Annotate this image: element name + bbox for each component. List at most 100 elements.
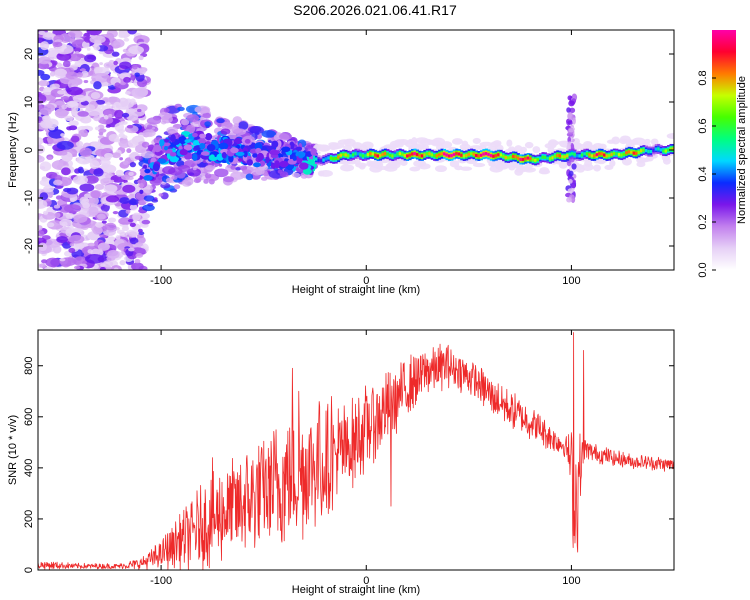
scatter-blob [141, 150, 155, 159]
snr-axes: -100 0 100 0 200 400 600 800 [23, 330, 674, 587]
ridge-core [479, 153, 483, 157]
noise-blob [54, 68, 68, 79]
noise-blob [48, 126, 55, 131]
noise-blob [104, 152, 114, 159]
ridge-blob [169, 152, 177, 157]
ridge-blob [205, 141, 211, 145]
y-tick-label: -10 [23, 190, 35, 206]
noise-blob [118, 32, 125, 38]
ridge-core [319, 159, 323, 163]
noise-blob [45, 257, 60, 268]
ridge-blob [209, 154, 215, 160]
noise-blob [93, 168, 104, 177]
noise-blob [73, 256, 88, 267]
ridge-core [647, 149, 651, 154]
noise-blob [56, 236, 68, 243]
ridge-core [578, 154, 582, 158]
halo-blob [343, 138, 356, 147]
noise-blob [38, 198, 42, 202]
spectrogram-x-label: Height of straight line (km) [292, 284, 420, 296]
noise-blob [121, 112, 130, 118]
noise-blob [38, 155, 43, 160]
spike-blob [571, 163, 577, 170]
halo-blob [495, 162, 509, 170]
ridge-core [344, 153, 348, 157]
noise-blob [57, 90, 66, 95]
ridge-core [551, 156, 555, 160]
ridge-core [627, 150, 631, 154]
noise-blob [126, 148, 132, 154]
ridge-core [408, 153, 412, 157]
noise-blob [94, 126, 100, 131]
scatter-blob [163, 107, 170, 113]
halo-blob [645, 155, 654, 162]
ridge-blob [298, 162, 309, 170]
ridge-blob [200, 151, 210, 156]
halo-blob [330, 142, 345, 149]
noise-blob [129, 237, 139, 245]
noise-blob [38, 30, 46, 36]
ridge-blob [179, 149, 188, 156]
noise-blob [105, 124, 111, 128]
noise-blob [65, 71, 79, 80]
noise-blob [39, 119, 53, 129]
ridge-core [625, 151, 629, 155]
ridge-core [529, 156, 533, 161]
ridge-core [561, 155, 565, 159]
halo-blob [366, 160, 374, 167]
noise-blob [65, 212, 75, 220]
halo-blob [399, 159, 408, 166]
ridge-core [502, 154, 506, 158]
ridge-core [598, 152, 602, 156]
noise-blob [56, 140, 74, 150]
halo-blob [479, 141, 493, 147]
noise-blob [132, 212, 141, 221]
noise-blob [123, 37, 130, 42]
noise-blob [127, 139, 139, 148]
scatter-blob [261, 130, 277, 138]
ridge-blob [269, 150, 280, 156]
ridge-core [558, 154, 562, 158]
scatter-blob [143, 195, 155, 202]
ridge-blob [281, 146, 291, 153]
ridge-core [499, 153, 503, 157]
x-tick-label: 100 [562, 275, 580, 287]
scatter-blob [278, 132, 293, 140]
scatter-blob [242, 169, 252, 175]
spike-blob [567, 120, 574, 125]
ridge-blob [256, 152, 264, 161]
ridge-core [600, 152, 604, 156]
ridge-core [671, 147, 674, 151]
ridge-core [361, 154, 365, 158]
ridge-core [595, 153, 599, 157]
halo-blob [355, 162, 367, 168]
halo-blob [524, 141, 534, 149]
colorbar: 0.0 0.2 0.4 0.6 0.8 Normalized spectral ampl… [697, 30, 748, 278]
scatter-blob [166, 126, 178, 134]
noise-blob [95, 99, 106, 105]
noise-blob [119, 61, 132, 70]
noise-blob [115, 235, 121, 240]
halo-blob [449, 160, 460, 168]
noise-blob [49, 71, 56, 77]
scatter-blob [142, 129, 156, 138]
ridge-core [477, 154, 481, 158]
noise-blob [135, 252, 144, 258]
noise-blob [60, 95, 70, 101]
halo-blob [514, 145, 523, 152]
ridge-core [573, 152, 577, 157]
halo-blob [506, 139, 513, 147]
ridge-core [593, 154, 597, 158]
ridge-core [494, 154, 498, 158]
y-tick-label: 200 [23, 510, 35, 528]
ridge-core [575, 154, 579, 158]
ridge-core [462, 154, 466, 158]
noise-blob [96, 213, 106, 220]
halo-blob [340, 164, 355, 172]
noise-blob [63, 187, 72, 193]
noise-blob [85, 96, 91, 101]
noise-blob [84, 54, 97, 63]
scatter-blob [218, 163, 223, 167]
ridge-core [637, 150, 641, 154]
noise-blob [55, 195, 63, 200]
